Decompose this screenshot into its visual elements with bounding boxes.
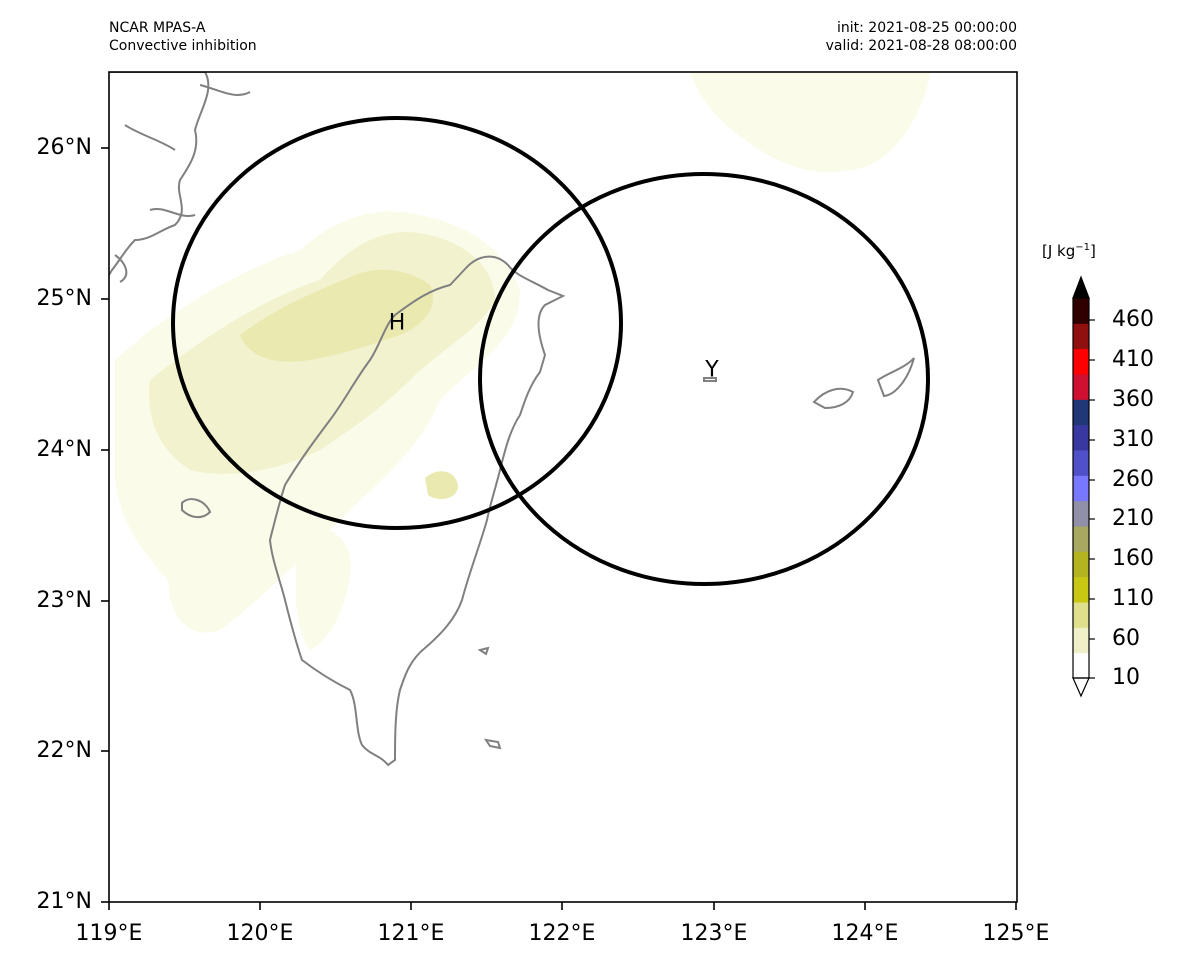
x-tick-123e: 123°E <box>680 921 748 946</box>
radar-circles <box>171 116 930 586</box>
colorbar-band <box>1073 526 1089 552</box>
x-tick-122e: 122°E <box>528 921 596 946</box>
yonaguni-island <box>812 387 855 410</box>
cin-fill-light-s <box>295 527 351 650</box>
valid-time: valid: 2021-08-28 08:00:00 <box>825 38 1017 54</box>
colorbar-tick-360: 360 <box>1112 387 1154 412</box>
header-right: init: 2021-08-25 00:00:00 valid: 2021-08… <box>700 19 1017 55</box>
colorbar-band <box>1073 424 1089 451</box>
radar-circle-h <box>171 116 623 530</box>
x-tick-119e: 119°E <box>75 921 143 946</box>
colorbar-tick-210: 210 <box>1112 506 1154 531</box>
y-tick-26n: 26°N <box>36 135 92 160</box>
colorbar-tick-410: 410 <box>1112 347 1154 372</box>
station-label-h: H <box>389 311 406 336</box>
init-time: init: 2021-08-25 00:00:00 <box>837 20 1017 36</box>
diaoyu-island <box>703 377 717 382</box>
colorbar-tick-460: 460 <box>1112 307 1154 332</box>
colorbar-band <box>1073 348 1089 375</box>
taiwan-coastline <box>268 255 566 767</box>
colorbar-frame <box>1072 297 1090 679</box>
colorbar-band <box>1073 374 1089 400</box>
model-name: NCAR MPAS-A <box>109 20 206 36</box>
radar-circle-y <box>478 172 930 586</box>
colorbar-band <box>1073 323 1089 350</box>
colorbar-band <box>1073 475 1089 502</box>
colorbar-band <box>1073 551 1089 578</box>
y-tick-24n: 24°N <box>36 437 92 462</box>
colorbar-tick-60: 60 <box>1112 626 1140 651</box>
y-tick-23n: 23°N <box>36 588 92 613</box>
x-tick-121e: 121°E <box>377 921 445 946</box>
ishigaki-island <box>876 357 915 398</box>
colorbar-bands <box>1073 298 1089 679</box>
coastline-layer <box>109 72 915 767</box>
y-tick-25n: 25°N <box>36 286 92 311</box>
cin-fill-light-ne <box>690 72 930 173</box>
colorbar-band <box>1073 576 1089 603</box>
colorbar-tick-10: 10 <box>1112 665 1140 690</box>
green-island <box>477 646 490 656</box>
colorbar <box>1072 275 1095 698</box>
colorbar-band <box>1073 652 1089 679</box>
map-frame <box>108 71 1018 903</box>
cin-fill-layer <box>115 72 930 650</box>
colorbar-band <box>1073 298 1089 324</box>
colorbar-band <box>1073 399 1089 426</box>
cin-fill-dark-spot <box>425 471 458 500</box>
orchid-island <box>483 738 502 750</box>
y-tick-21n: 21°N <box>36 889 92 914</box>
china-coastline <box>109 72 251 283</box>
x-tick-120e: 120°E <box>226 921 294 946</box>
penghu-islands <box>181 498 212 518</box>
colorbar-tick-160: 160 <box>1112 546 1154 571</box>
x-tick-125e: 125°E <box>982 921 1050 946</box>
colorbar-tick-110: 110 <box>1112 586 1154 611</box>
colorbar-band <box>1073 627 1089 654</box>
colorbar-tick-260: 260 <box>1112 467 1154 492</box>
header-left: NCAR MPAS-A Convective inhibition <box>109 19 257 55</box>
y-tick-22n: 22°N <box>36 738 92 763</box>
colorbar-band <box>1073 602 1089 628</box>
colorbar-unit: [J kg−1] <box>1042 242 1096 260</box>
colorbar-tick-310: 310 <box>1112 427 1154 452</box>
colorbar-extend-top <box>1072 275 1090 299</box>
x-tick-124e: 124°E <box>831 921 899 946</box>
field-name: Convective inhibition <box>109 38 257 54</box>
station-label-y: Y <box>704 358 719 383</box>
colorbar-extend-bottom <box>1072 677 1090 698</box>
colorbar-band <box>1073 500 1089 527</box>
axis-ticks <box>101 147 1017 910</box>
colorbar-band <box>1073 450 1089 476</box>
cin-fill-dark <box>240 269 434 362</box>
